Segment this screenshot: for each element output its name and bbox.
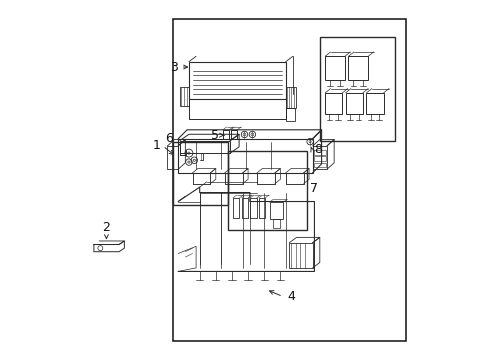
Bar: [233, 198, 239, 218]
Text: 3: 3: [170, 60, 178, 73]
Bar: [285, 87, 295, 108]
Bar: [325, 56, 344, 80]
Bar: [366, 93, 383, 114]
Bar: [285, 173, 303, 184]
Text: 4: 4: [287, 290, 295, 303]
Bar: [312, 146, 326, 169]
Bar: [180, 87, 188, 107]
Bar: [241, 198, 247, 218]
Text: 2: 2: [102, 221, 110, 234]
Bar: [172, 19, 405, 341]
Bar: [257, 173, 274, 184]
Bar: [269, 202, 283, 220]
Bar: [228, 151, 306, 230]
Bar: [192, 173, 210, 184]
Bar: [325, 93, 342, 114]
Bar: [273, 220, 279, 228]
Bar: [172, 142, 228, 205]
Bar: [167, 146, 178, 169]
Text: 5: 5: [211, 129, 219, 142]
Bar: [188, 62, 285, 99]
Bar: [285, 108, 294, 121]
Bar: [188, 99, 285, 119]
Bar: [313, 156, 325, 161]
Bar: [250, 198, 256, 218]
Bar: [230, 130, 237, 139]
Bar: [289, 243, 312, 268]
Bar: [224, 173, 242, 184]
Text: 8: 8: [313, 143, 321, 156]
Bar: [345, 93, 362, 114]
Bar: [348, 56, 367, 80]
Bar: [180, 140, 230, 153]
Bar: [285, 173, 303, 184]
Text: 1: 1: [152, 139, 160, 152]
Bar: [223, 130, 229, 139]
Text: 7: 7: [309, 183, 317, 195]
Bar: [319, 37, 394, 140]
Bar: [178, 139, 312, 173]
Bar: [313, 163, 325, 167]
Bar: [258, 198, 265, 218]
Bar: [313, 150, 325, 154]
Bar: [224, 173, 242, 184]
Bar: [257, 173, 274, 184]
Bar: [192, 173, 210, 184]
Text: 6: 6: [164, 132, 172, 145]
